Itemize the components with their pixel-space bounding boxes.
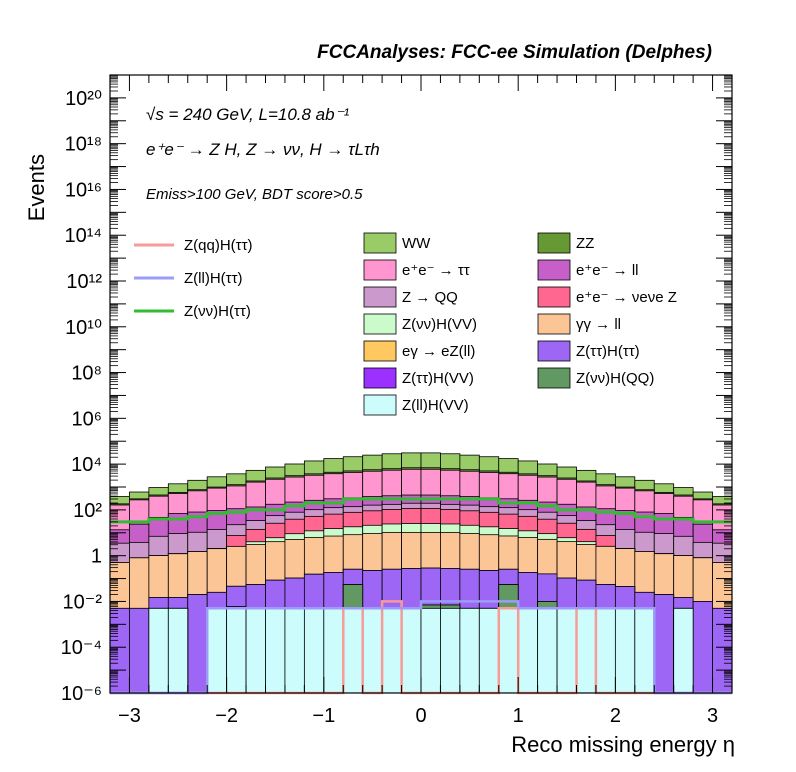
bar-0-bin-23	[556, 607, 577, 694]
y-tick-label: 10⁸	[71, 363, 102, 385]
bar-0-bin-3	[167, 607, 189, 694]
legend-swatch	[537, 367, 571, 389]
legend-label: Z(qq)H(ττ)	[184, 237, 253, 254]
bar-3-bin-4	[187, 594, 208, 694]
bar-0-bin-16	[420, 607, 441, 694]
legend-label: Z(νν)H(ττ)	[184, 303, 251, 320]
y-axis-title: Events	[24, 154, 49, 221]
y-tick-label: 10⁻²	[63, 591, 103, 613]
y-tick-label: 10²⁰	[65, 88, 102, 110]
bar-3-bin-28	[653, 594, 675, 694]
legend-swatch	[363, 340, 397, 362]
x-tick-label: 2	[610, 705, 621, 727]
legend-label: e⁺e⁻ → νeνe Z	[576, 289, 677, 306]
bar-0-bin-24	[576, 607, 597, 694]
y-tick-label: 10¹²	[66, 271, 102, 293]
legend-swatch	[363, 394, 397, 416]
y-tick-label: 1	[91, 546, 102, 568]
bar-0-bin-20	[498, 607, 519, 694]
legend-swatch	[363, 286, 397, 308]
legend-swatch	[363, 367, 397, 389]
legend-swatch	[537, 232, 571, 254]
legend-label: Z(νν)H(QQ)	[576, 370, 654, 387]
legend-swatch	[537, 313, 571, 335]
chart-title: FCCAnalyses: FCC-ee Simulation (Delphes)	[317, 42, 712, 63]
histogram-stack	[109, 452, 733, 694]
y-tick-label: 10⁴	[71, 454, 102, 476]
bar-0-bin-9	[284, 607, 305, 694]
bar-0-bin-7	[245, 607, 266, 694]
legend-label: Z(ττ)H(ττ)	[576, 343, 640, 360]
x-tick-label: 3	[707, 705, 718, 727]
annotation-process: e⁺e⁻ → Z H, Z → νν, H → τLτh	[146, 140, 380, 159]
legend-label: Z(ll)H(VV)	[402, 397, 469, 414]
y-tick-label: 10¹⁸	[65, 134, 102, 156]
bar-0-bin-17	[440, 607, 461, 694]
legend-label: e⁺e⁻ → ττ	[402, 262, 470, 279]
bar-0-bin-11	[323, 607, 344, 694]
bar-0-bin-6	[226, 607, 247, 694]
legend-swatch	[363, 313, 397, 335]
bar-3-bin-1	[129, 607, 150, 694]
y-tick-label: 10¹⁴	[65, 225, 103, 247]
legend-label: Z(ll)H(ττ)	[184, 270, 243, 287]
x-axis: −3 −2 −1 0 1 2 3	[109, 75, 733, 727]
signal-line-1	[110, 600, 732, 695]
legend-label: e⁺e⁻ → ll	[576, 262, 639, 279]
x-tick-label: −3	[118, 705, 141, 727]
y-tick-label: 10²	[73, 500, 102, 522]
y-axis: 10⁻⁶ 10⁻⁴ 10⁻² 1 10² 10⁴ 10⁶ 10⁸ 10¹⁰ 10¹² 10¹⁴ 10¹…	[61, 74, 732, 705]
x-tick-label: −1	[312, 705, 335, 727]
legend: Z(qq)H(ττ) Z(ll)H(ττ) Z(νν)H(ττ) WW ZZ e⁺e⁻ →…	[134, 232, 677, 416]
bar-0-bin-21	[517, 607, 539, 694]
legend-label: Z → QQ	[402, 289, 458, 306]
bar-0-bin-2	[148, 607, 169, 694]
bar-0-bin-29	[673, 607, 694, 694]
y-tick-label: 10⁻⁴	[61, 637, 102, 659]
annotation-selection: Emiss>100 GeV, BDT score>0.5	[146, 186, 363, 203]
bar-0-bin-13	[362, 607, 383, 694]
bar-0-bin-27	[634, 607, 655, 694]
x-tick-label: 1	[513, 705, 524, 727]
bar-0-bin-12	[342, 607, 364, 694]
bar-0-bin-22	[537, 607, 558, 694]
bar-3-bin-30	[692, 601, 713, 694]
bar-0-bin-8	[265, 607, 286, 694]
legend-swatch	[537, 286, 571, 308]
bar-0-bin-18	[459, 607, 480, 694]
legend-swatch	[537, 259, 571, 281]
signal-line-2	[110, 497, 732, 524]
legend-swatch	[363, 232, 397, 254]
bar-0-bin-15	[401, 607, 422, 694]
y-tick-label: 10⁻⁶	[61, 683, 102, 705]
legend-label: WW	[402, 235, 431, 252]
legend-label: eγ → eZ(ll)	[402, 343, 475, 360]
annotation-energy-lumi: √s = 240 GeV, L=10.8 ab⁻¹	[146, 105, 350, 124]
legend-label: ZZ	[576, 235, 594, 252]
bar-0-bin-14	[381, 607, 402, 694]
x-axis-title: Reco missing energy η	[511, 732, 735, 757]
y-tick-label: 10⁶	[72, 408, 102, 430]
x-tick-label: −2	[215, 705, 238, 727]
x-tick-label: 0	[415, 705, 426, 727]
legend-swatch	[537, 340, 571, 362]
y-tick-label: 10¹⁶	[65, 179, 102, 201]
bar-0-bin-26	[614, 607, 636, 694]
bar-0-bin-25	[595, 607, 616, 694]
bar-0-bin-10	[303, 607, 325, 694]
y-tick-label: 10¹⁰	[65, 317, 102, 339]
legend-label: γγ → ll	[576, 316, 621, 333]
legend-swatch	[363, 259, 397, 281]
legend-label: Z(ττ)H(VV)	[402, 370, 474, 387]
legend-label: Z(νν)H(VV)	[402, 316, 477, 333]
bar-0-bin-19	[478, 607, 500, 694]
bar-0-bin-5	[206, 607, 228, 694]
